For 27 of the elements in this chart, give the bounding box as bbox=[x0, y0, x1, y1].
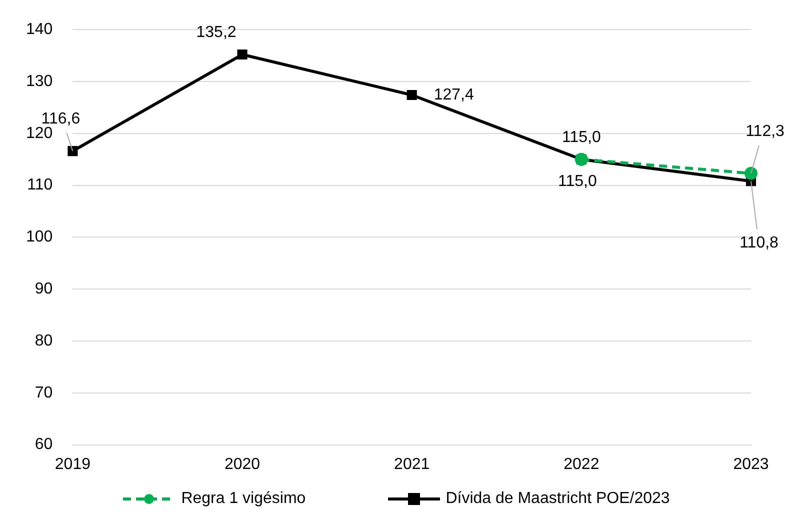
x-tick-label: 2021 bbox=[394, 456, 430, 473]
data-label: 115,0 bbox=[562, 128, 601, 146]
x-tick-label: 2020 bbox=[224, 456, 260, 473]
x-tick-label: 2023 bbox=[733, 456, 769, 473]
y-tick-label: 130 bbox=[26, 72, 53, 90]
x-tick-label: 2022 bbox=[564, 456, 600, 473]
y-tick-label: 60 bbox=[34, 436, 53, 454]
legend-label: Dívida de Maastricht POE/2023 bbox=[446, 490, 670, 508]
y-tick-label: 80 bbox=[34, 332, 53, 350]
y-tick-label: 90 bbox=[34, 280, 53, 298]
data-label: 115,0 bbox=[558, 172, 597, 190]
y-tick-label: 120 bbox=[26, 124, 53, 142]
y-tick-label: 100 bbox=[26, 228, 53, 246]
legend-label: Regra 1 vigésimo bbox=[181, 490, 306, 508]
data-label: 127,4 bbox=[434, 86, 474, 104]
point bbox=[68, 146, 78, 156]
data-label: 112,3 bbox=[746, 122, 785, 140]
data-label: 116,6 bbox=[41, 110, 80, 128]
y-tick-label: 70 bbox=[34, 384, 53, 402]
point bbox=[406, 90, 417, 100]
y-tick-label: 110 bbox=[27, 176, 53, 194]
data-label: 110,8 bbox=[740, 234, 779, 252]
data-label: 135,2 bbox=[196, 24, 236, 41]
y-tick-label: 140 bbox=[26, 21, 53, 38]
point bbox=[744, 166, 758, 180]
point bbox=[237, 49, 248, 60]
x-tick-label: 2019 bbox=[54, 456, 91, 473]
